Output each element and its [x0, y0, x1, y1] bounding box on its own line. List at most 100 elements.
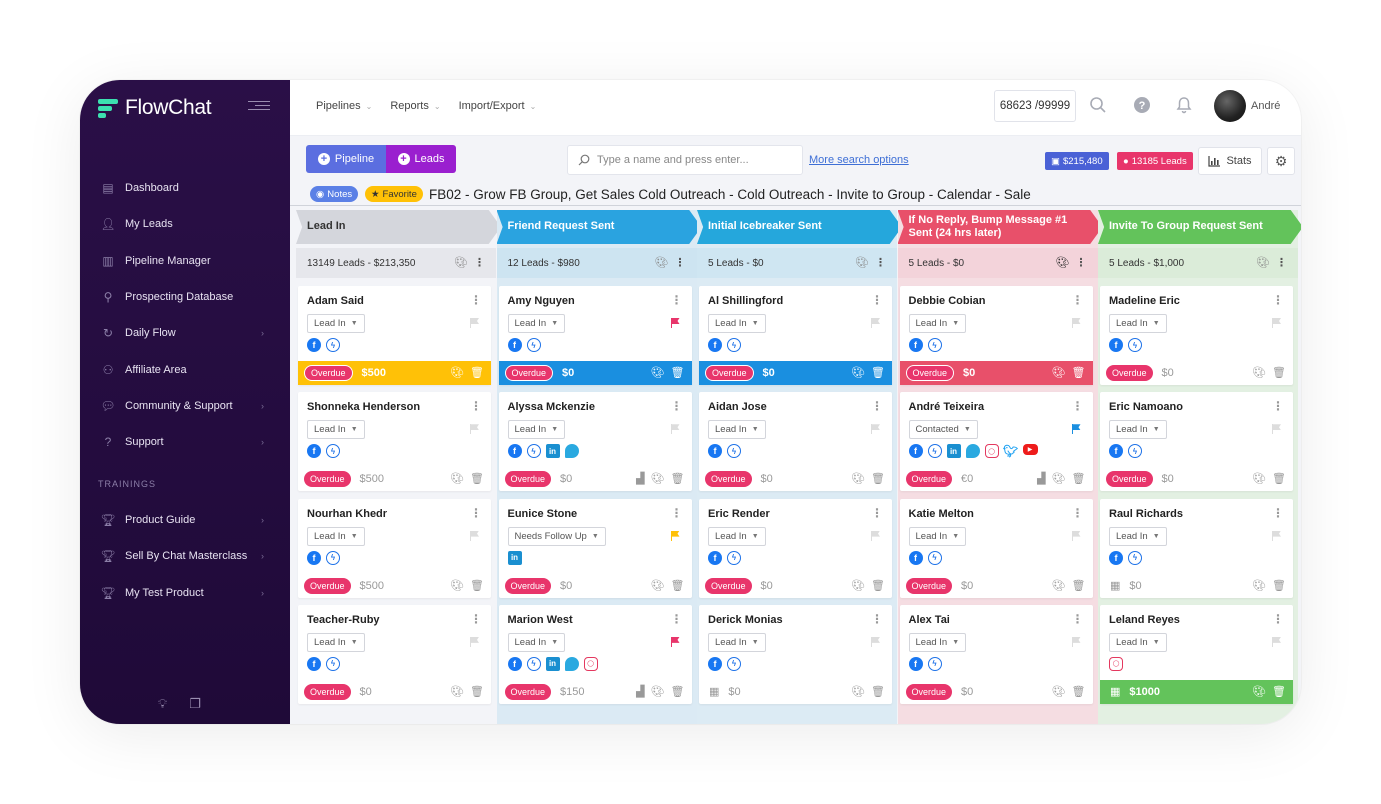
- flag-icon[interactable]: [1272, 424, 1281, 435]
- messenger-icon[interactable]: ϟ: [1128, 444, 1142, 459]
- calendar-icon[interactable]: ▦: [1110, 580, 1121, 593]
- lead-name[interactable]: Al Shillingford: [708, 295, 784, 307]
- trash-icon[interactable]: 🗑︎: [871, 579, 885, 592]
- status-select[interactable]: Lead In ▼: [1109, 420, 1167, 440]
- trash-icon[interactable]: 🗑︎: [1071, 473, 1086, 486]
- user-name[interactable]: André: [1251, 100, 1281, 112]
- kebab-menu-icon[interactable]: ⋮: [1272, 505, 1284, 520]
- status-select[interactable]: Lead In ▼: [908, 526, 967, 546]
- kebab-menu-icon[interactable]: ⋮: [875, 257, 886, 269]
- trash-icon[interactable]: 🗑︎: [1272, 685, 1286, 698]
- messenger-icon[interactable]: ϟ: [727, 444, 741, 459]
- facebook-icon[interactable]: f: [708, 550, 722, 565]
- linkedin-icon[interactable]: in: [946, 444, 961, 459]
- status-select[interactable]: Lead In ▼: [507, 632, 566, 652]
- flag-icon[interactable]: [871, 424, 880, 435]
- status-select[interactable]: Lead In ▼: [708, 526, 766, 546]
- lead-name[interactable]: André Teixeira: [908, 401, 985, 414]
- status-select[interactable]: Lead In ▼: [708, 314, 766, 333]
- logo[interactable]: FlowChat: [98, 96, 212, 120]
- trash-icon[interactable]: 🗑︎: [470, 579, 484, 592]
- trash-icon[interactable]: 🗑︎: [470, 473, 484, 486]
- palette-icon[interactable]: 🎨︎: [851, 367, 866, 379]
- messenger-icon[interactable]: ϟ: [526, 656, 541, 671]
- lead-card[interactable]: Eunice Stone ⋮ Needs Follow Up ▼ in Overd…: [498, 498, 692, 598]
- messenger-icon[interactable]: ϟ: [927, 656, 942, 671]
- flag-icon[interactable]: [670, 530, 680, 541]
- lead-card[interactable]: Alyssa Mckenzie ⋮ Lead In ▼ f ϟ in Overdue …: [498, 392, 692, 492]
- status-select[interactable]: Lead In ▼: [908, 632, 967, 652]
- palette-icon[interactable]: 🎨︎: [450, 579, 465, 592]
- flag-icon[interactable]: [871, 636, 880, 647]
- linkedin-icon[interactable]: in: [545, 444, 560, 459]
- kebab-menu-icon[interactable]: ⋮: [1272, 293, 1284, 307]
- facebook-icon[interactable]: f: [307, 656, 321, 671]
- sidebar-item-community-support[interactable]: 💬︎ Community & Support ›: [80, 388, 290, 424]
- note-icon[interactable]: ▟: [1037, 473, 1046, 486]
- twitter-icon[interactable]: 🐦︎: [1002, 444, 1019, 459]
- flag-icon[interactable]: [1272, 636, 1281, 647]
- palette-icon[interactable]: 🎨︎: [1051, 685, 1066, 698]
- lead-name[interactable]: Alyssa Mckenzie: [507, 401, 595, 414]
- status-select[interactable]: Lead In ▼: [507, 420, 566, 440]
- calendar-icon[interactable]: ▦: [1110, 686, 1121, 699]
- facebook-icon[interactable]: f: [908, 550, 923, 565]
- palette-icon[interactable]: 🎨︎: [851, 685, 866, 698]
- palette-icon[interactable]: 🎨︎: [1051, 367, 1066, 379]
- copy-icon[interactable]: ❐: [189, 696, 201, 711]
- chat-bubble-icon[interactable]: [564, 444, 579, 459]
- flag-icon[interactable]: [1071, 530, 1081, 541]
- palette-icon[interactable]: 🎨︎: [650, 685, 665, 698]
- messenger-icon[interactable]: ϟ: [927, 444, 942, 459]
- trash-icon[interactable]: 🗑︎: [1272, 473, 1286, 486]
- bell-icon[interactable]: [1174, 96, 1194, 116]
- youtube-icon[interactable]: ▶: [1022, 444, 1038, 456]
- messenger-icon[interactable]: ϟ: [326, 550, 340, 565]
- facebook-icon[interactable]: f: [1109, 338, 1123, 352]
- palette-icon[interactable]: 🎨︎: [654, 257, 669, 269]
- column-header[interactable]: Friend Request Sent: [496, 210, 702, 244]
- trash-icon[interactable]: 🗑︎: [670, 473, 685, 486]
- menu-pipelines[interactable]: Pipelines ⌄: [316, 100, 373, 112]
- lead-name[interactable]: Eric Render: [708, 507, 770, 520]
- menu-import-export[interactable]: Import/Export ⌄: [458, 100, 537, 112]
- sidebar-item-prospecting-database[interactable]: ⚲ Prospecting Database: [80, 279, 290, 315]
- chat-bubble-icon[interactable]: [564, 656, 579, 671]
- palette-icon[interactable]: 🎨︎: [454, 257, 468, 269]
- kebab-menu-icon[interactable]: ⋮: [670, 505, 683, 520]
- kebab-menu-icon[interactable]: ⋮: [670, 399, 683, 414]
- settings-button[interactable]: ⚙: [1267, 147, 1295, 175]
- status-select[interactable]: Lead In ▼: [307, 420, 365, 440]
- trash-icon[interactable]: 🗑︎: [670, 579, 685, 592]
- lead-name[interactable]: Eunice Stone: [507, 507, 578, 520]
- kebab-menu-icon[interactable]: ⋮: [470, 399, 482, 414]
- kebab-menu-icon[interactable]: ⋮: [871, 611, 883, 626]
- messenger-icon[interactable]: ϟ: [326, 656, 340, 671]
- kebab-menu-icon[interactable]: ⋮: [470, 611, 482, 626]
- stats-button[interactable]: Stats: [1198, 147, 1262, 175]
- messenger-icon[interactable]: ϟ: [1128, 338, 1142, 352]
- facebook-icon[interactable]: f: [708, 444, 722, 459]
- linkedin-icon[interactable]: in: [545, 656, 560, 671]
- lightbulb-icon[interactable]: 💡︎: [158, 696, 168, 711]
- palette-icon[interactable]: 🎨︎: [1252, 473, 1267, 486]
- kebab-menu-icon[interactable]: ⋮: [871, 505, 883, 520]
- status-select[interactable]: Lead In ▼: [307, 314, 365, 333]
- lead-name[interactable]: Katie Melton: [908, 507, 974, 520]
- lead-card[interactable]: Marion West ⋮ Lead In ▼ f ϟ in ◯ Overdue $15…: [498, 604, 692, 704]
- facebook-icon[interactable]: f: [1109, 550, 1123, 565]
- flag-icon[interactable]: [1071, 636, 1081, 647]
- palette-icon[interactable]: 🎨︎: [450, 473, 465, 486]
- palette-icon[interactable]: 🎨︎: [851, 473, 866, 486]
- search-input[interactable]: Type a name and press enter...: [567, 145, 803, 175]
- trash-icon[interactable]: 🗑︎: [670, 685, 685, 698]
- trash-icon[interactable]: 🗑︎: [1071, 579, 1086, 592]
- column-header[interactable]: Invite To Group Request Sent: [1098, 210, 1301, 244]
- status-select[interactable]: Lead In ▼: [307, 526, 365, 546]
- sidebar-item-affiliate-area[interactable]: ⚇ Affiliate Area: [80, 351, 290, 387]
